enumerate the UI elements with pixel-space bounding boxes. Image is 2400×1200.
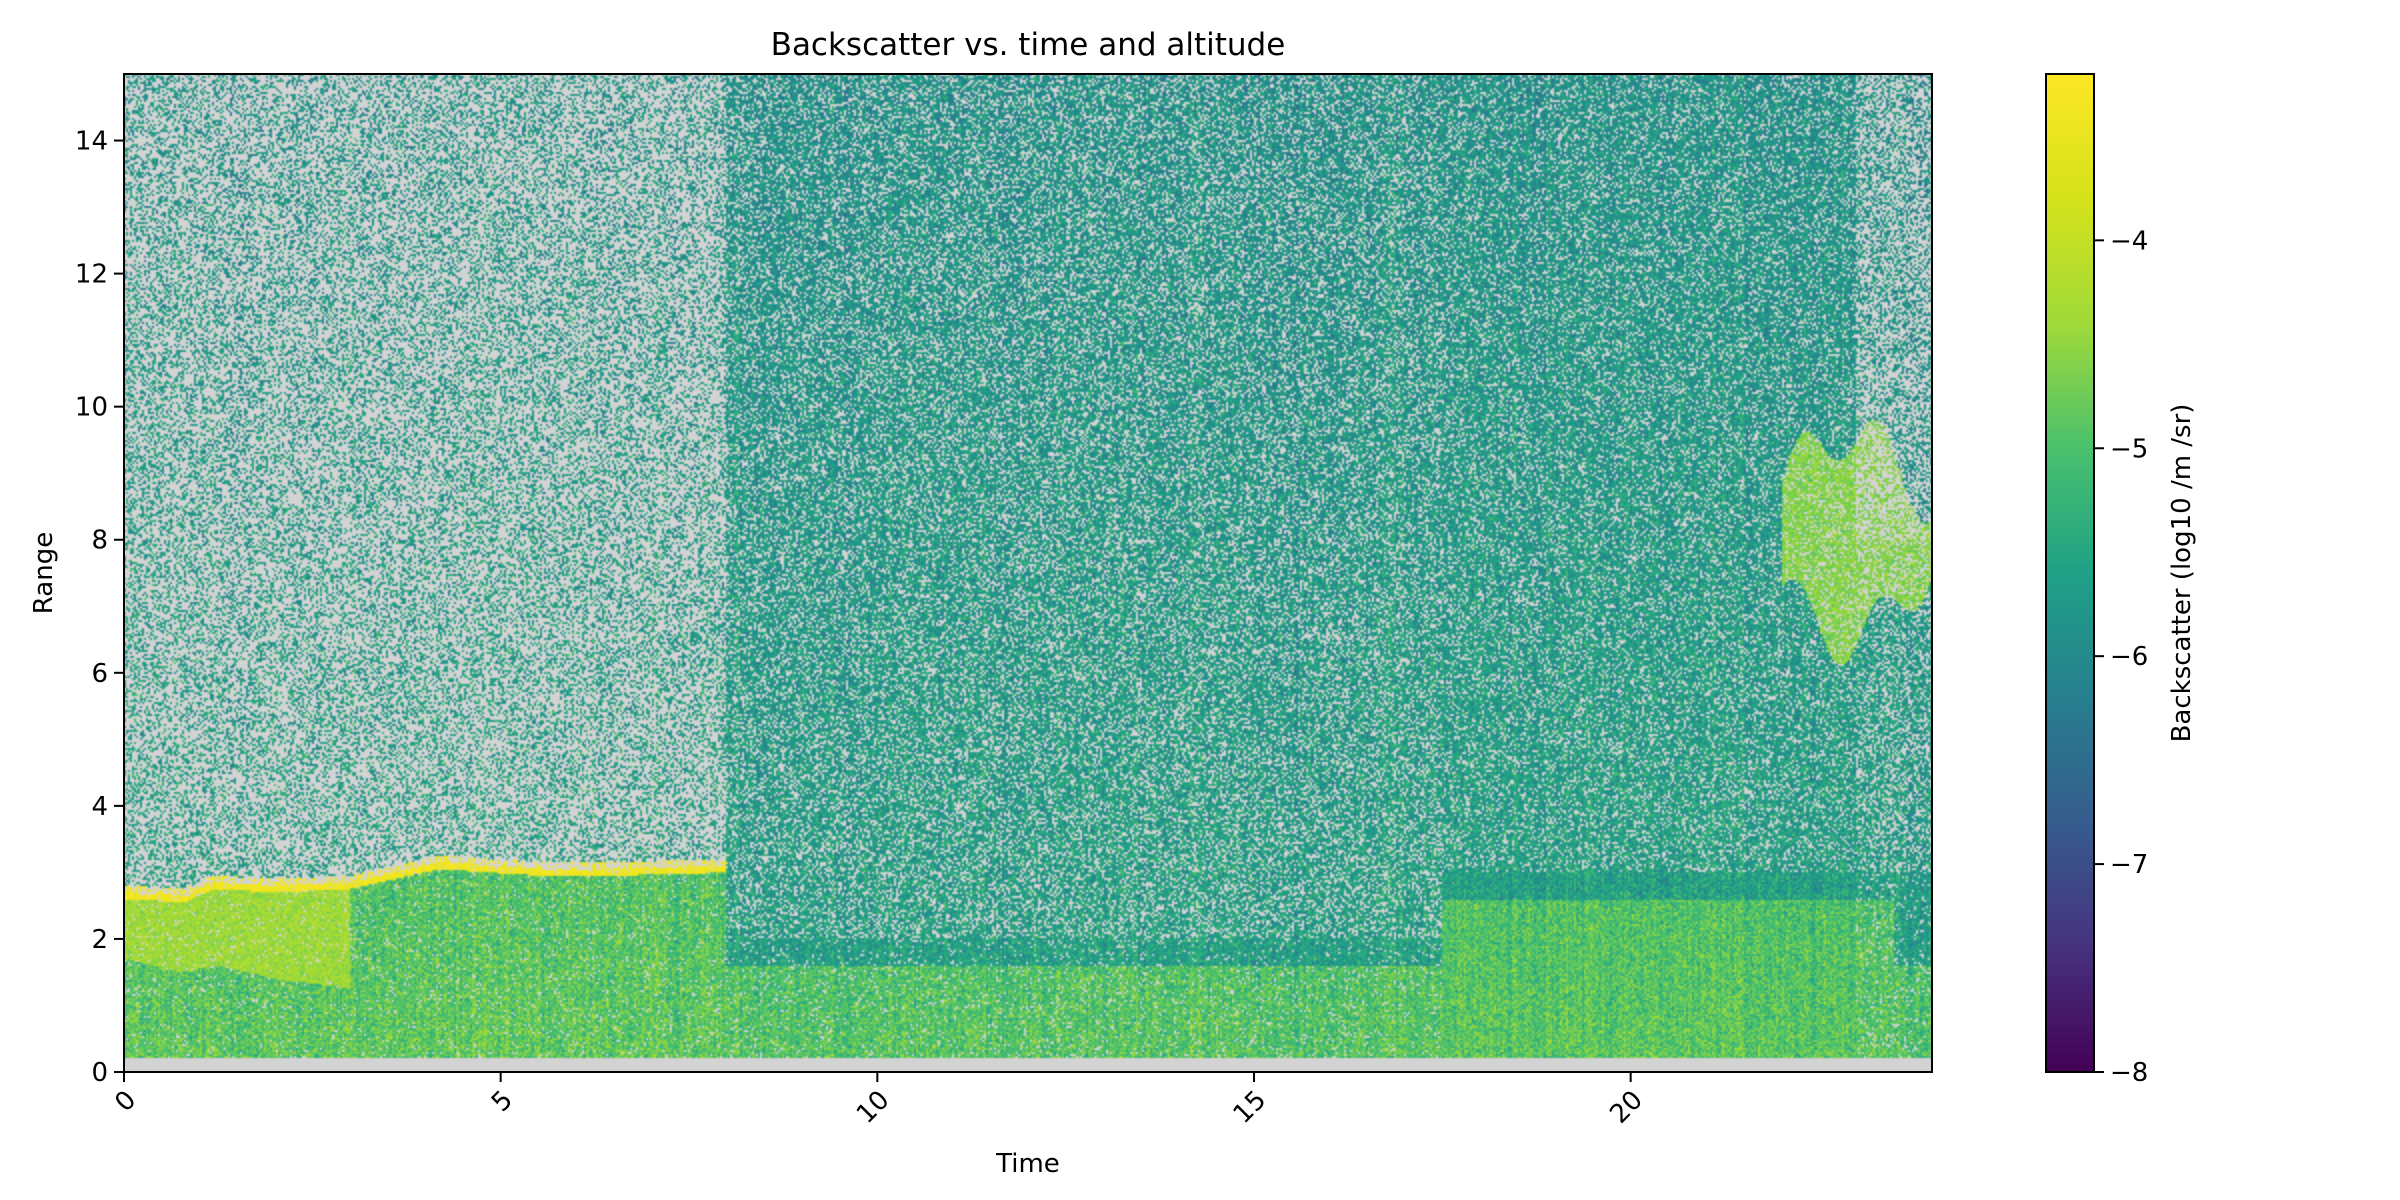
heatmap-area — [124, 74, 1932, 1072]
heatmap-image — [124, 74, 1932, 1072]
plot-frame — [123, 73, 1933, 1073]
y-tick-label: 8 — [91, 526, 108, 556]
colorbar-label: Backscatter (log10 /m /sr) — [2167, 404, 2197, 743]
colorbar-tick-label: −8 — [2110, 1058, 2148, 1088]
y-axis: 0 2 4 6 8 10 12 14 — [75, 127, 124, 1088]
y-tick-label: 10 — [75, 393, 108, 423]
x-tick-label: 5 — [486, 1085, 519, 1118]
x-tick-label: 20 — [1604, 1085, 1649, 1130]
y-tick-label: 6 — [91, 659, 108, 689]
x-tick-label: 0 — [109, 1085, 142, 1118]
y-tick-label: 14 — [75, 127, 108, 157]
x-tick-label: 15 — [1228, 1085, 1273, 1130]
y-tick-label: 4 — [91, 792, 108, 822]
x-tick-label: 10 — [851, 1085, 896, 1130]
y-tick-label: 12 — [75, 260, 108, 290]
colorbar: −8 −7 −6 −5 −4 Backscatter (log10 /m /sr) — [2045, 73, 2197, 1088]
x-axis: 0 5 10 15 20 — [109, 1072, 1649, 1130]
chart-title: Backscatter vs. time and altitude — [771, 27, 1286, 63]
colorbar-ticks: −8 −7 −6 −5 −4 — [2094, 226, 2148, 1088]
x-axis-label: Time — [995, 1149, 1060, 1179]
colorbar-tick-label: −4 — [2110, 226, 2148, 256]
y-tick-label: 2 — [91, 925, 108, 955]
colorbar-gradient — [2045, 73, 2095, 1073]
colorbar-tick-label: −7 — [2110, 850, 2148, 880]
colorbar-tick-label: −6 — [2110, 642, 2148, 672]
colorbar-tick-label: −5 — [2110, 434, 2148, 464]
y-axis-label: Range — [29, 532, 59, 614]
y-tick-label: 0 — [91, 1058, 108, 1088]
